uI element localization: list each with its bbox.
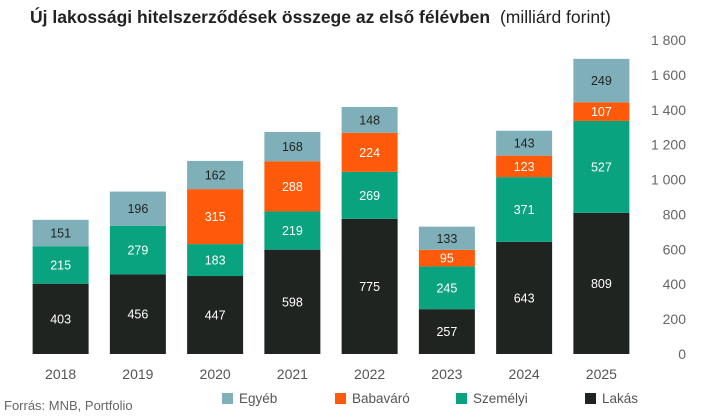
bar-segment xyxy=(187,160,244,190)
bar-segment xyxy=(418,309,475,354)
data-label: 148 xyxy=(359,113,380,127)
data-label: 809 xyxy=(591,277,612,291)
x-tick-label: 2024 xyxy=(509,366,540,382)
data-label: 162 xyxy=(205,169,226,183)
y-tick-label: 0 xyxy=(678,346,686,362)
y-tick-label: 1 800 xyxy=(651,32,686,48)
bar-segment xyxy=(264,131,321,162)
data-label: 219 xyxy=(282,224,303,238)
legend-label: Egyéb xyxy=(239,391,277,406)
bar-segment xyxy=(109,225,166,275)
legend-label: Babaváró xyxy=(352,391,410,406)
bar-segment xyxy=(109,191,166,226)
bar-segment xyxy=(573,212,630,354)
data-label: 279 xyxy=(127,244,148,258)
data-label: 447 xyxy=(205,309,226,323)
bar-segment xyxy=(496,130,553,156)
data-label: 403 xyxy=(50,312,71,326)
x-tick-label: 2020 xyxy=(200,366,231,382)
bar-segment xyxy=(341,218,398,354)
y-tick-label: 600 xyxy=(663,241,687,257)
data-label: 598 xyxy=(282,295,303,309)
legend-label: Személyi xyxy=(473,391,528,406)
data-label: 224 xyxy=(359,146,380,160)
data-label: 456 xyxy=(127,308,148,322)
x-tick-label: 2023 xyxy=(431,366,462,382)
bar-segment xyxy=(264,249,321,354)
bar-segment xyxy=(264,161,321,212)
chart-title-unit: (milliárd forint) xyxy=(500,7,611,27)
x-tick-label: 2019 xyxy=(122,366,153,382)
bar-segment xyxy=(32,283,89,354)
bar-segment xyxy=(341,171,398,219)
data-label: 215 xyxy=(50,258,71,272)
data-label: 143 xyxy=(514,137,535,151)
chart-title: Új lakossági hitelszerződések összege az… xyxy=(30,6,611,27)
data-label: 527 xyxy=(591,160,612,174)
data-label: 249 xyxy=(591,74,612,88)
x-tick-label: 2018 xyxy=(45,366,76,382)
legend-swatch xyxy=(456,393,467,404)
y-tick-label: 200 xyxy=(663,311,687,327)
bar-segment xyxy=(573,120,630,213)
legend-swatch xyxy=(585,393,596,404)
y-tick-label: 1 000 xyxy=(651,172,686,188)
bar-segment xyxy=(496,241,553,354)
data-label: 245 xyxy=(436,281,457,295)
x-tick-label: 2025 xyxy=(586,366,617,382)
bar-segment xyxy=(496,177,553,242)
y-tick-label: 1 400 xyxy=(651,102,686,118)
y-axis: 0 200 400 600 800 1 000 1 200 1 400 1 600 1 800 xyxy=(651,32,686,362)
bar-segment xyxy=(109,274,166,354)
chart-title-main: Új lakossági hitelszerződések összege az… xyxy=(30,6,490,27)
y-tick-label: 1 200 xyxy=(651,137,686,153)
y-tick-label: 800 xyxy=(663,206,687,222)
bar-segment xyxy=(496,155,553,178)
bar-segment xyxy=(187,244,244,277)
data-label: 107 xyxy=(591,105,612,119)
data-label: 151 xyxy=(50,227,71,241)
x-tick-label: 2021 xyxy=(277,366,308,382)
bar-segment xyxy=(573,58,630,103)
data-label: 775 xyxy=(359,280,380,294)
bar-segment xyxy=(32,219,89,247)
legend-label: Lakás xyxy=(602,391,638,406)
legend: Egyéb Babaváró Személyi Lakás xyxy=(222,391,638,406)
data-label: 315 xyxy=(205,210,226,224)
data-label: 183 xyxy=(205,254,226,268)
y-tick-label: 400 xyxy=(663,276,687,292)
data-label: 95 xyxy=(440,252,454,266)
bar-segment xyxy=(418,226,475,250)
legend-item: Lakás xyxy=(585,391,638,406)
bar-segment xyxy=(341,106,398,133)
data-label: 643 xyxy=(514,291,535,305)
y-tick-label: 1 600 xyxy=(651,67,686,83)
legend-swatch xyxy=(222,393,233,404)
legend-item: Személyi xyxy=(456,391,528,406)
data-label: 133 xyxy=(436,232,457,246)
data-label: 168 xyxy=(282,140,303,154)
bar-segment xyxy=(32,246,89,284)
x-tick-label: 2022 xyxy=(354,366,385,382)
bar-segment xyxy=(187,276,244,354)
legend-swatch xyxy=(335,393,346,404)
legend-item: Egyéb xyxy=(222,391,277,406)
data-label: 288 xyxy=(282,180,303,194)
data-label: 269 xyxy=(359,189,380,203)
bar-segment xyxy=(573,102,630,121)
source-note: Forrás: MNB, Portfolio xyxy=(4,398,133,413)
bar-segment xyxy=(187,189,244,245)
bar-segment xyxy=(341,132,398,172)
legend-item: Babaváró xyxy=(335,391,410,406)
data-label: 257 xyxy=(436,325,457,339)
data-label: 371 xyxy=(514,203,535,217)
data-label: 123 xyxy=(514,160,535,174)
x-axis: 2018 2019 2020 2021 2022 2023 2024 2025 xyxy=(45,366,617,382)
bar-segment xyxy=(418,249,475,267)
bar-segment xyxy=(264,211,321,250)
bar-segment xyxy=(418,266,475,310)
data-label: 196 xyxy=(127,202,148,216)
bars-layer: 4032151514562790196447183315162598219288… xyxy=(32,58,630,354)
